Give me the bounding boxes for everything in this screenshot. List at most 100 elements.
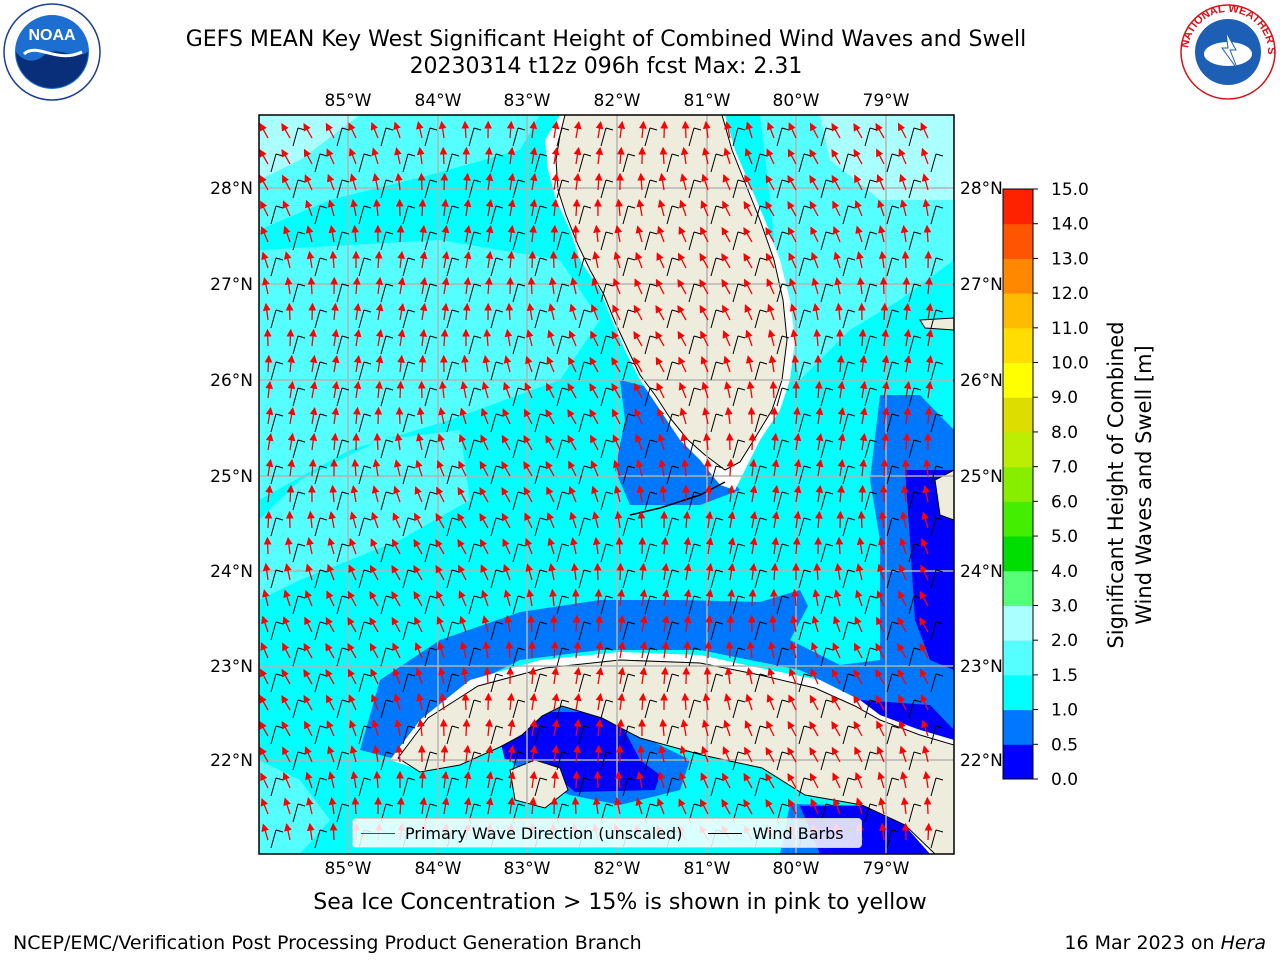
wave-direction-arrow — [897, 668, 907, 685]
wave-direction-arrow — [767, 667, 775, 685]
wave-direction-arrow — [549, 588, 557, 607]
nws-logo: NATIONAL WEATHER SERVICE — [1178, 2, 1277, 100]
wave-direction-arrow — [457, 538, 467, 555]
wave-direction-arrow — [612, 277, 621, 295]
wind-barb — [556, 335, 570, 355]
wave-direction-arrow — [348, 537, 357, 555]
wave-direction-arrow — [551, 172, 560, 191]
wave-direction-arrow — [700, 356, 709, 373]
wave-direction-arrow — [391, 564, 401, 581]
wind-barb — [776, 283, 790, 303]
wave-direction-arrow — [634, 408, 643, 425]
wave-direction-arrow — [633, 356, 643, 373]
wave-direction-arrow — [306, 250, 315, 269]
wave-direction-arrow — [348, 694, 357, 711]
wave-direction-arrow — [683, 562, 692, 581]
wind-barb — [886, 725, 900, 745]
wave-direction-arrow — [880, 458, 889, 477]
wave-direction-arrow — [919, 642, 929, 659]
wind-barb — [468, 751, 482, 771]
legend-item-wave: Primary Wave Direction (unscaled) — [361, 824, 682, 843]
wave-direction-arrow — [746, 640, 755, 659]
wind-barb — [732, 699, 746, 719]
wave-direction-arrow — [878, 510, 887, 529]
wave-direction-arrow — [463, 172, 471, 191]
wave-direction-arrow — [329, 250, 338, 269]
wave-direction-arrow — [727, 562, 736, 581]
wave-direction-arrow — [924, 822, 933, 841]
wave-direction-arrow — [263, 536, 272, 555]
legend-swatch-barb — [708, 832, 743, 834]
wave-direction-arrow — [611, 382, 621, 399]
lat-label: 28°N — [210, 179, 253, 199]
wind-barb — [754, 361, 768, 381]
wave-direction-arrow — [813, 328, 822, 347]
wave-direction-arrow — [438, 667, 446, 685]
wind-barb — [600, 699, 614, 719]
wave-direction-arrow — [501, 512, 511, 529]
wave-direction-arrow — [897, 122, 907, 139]
wave-direction-arrow — [611, 330, 621, 347]
wind-barb — [424, 439, 438, 459]
wave-direction-arrow — [394, 719, 402, 737]
wave-direction-arrow — [259, 149, 269, 165]
wave-direction-arrow — [283, 225, 291, 243]
map-legend: Primary Wave Direction (unscaled) Wind B… — [352, 818, 862, 848]
wind-barb — [292, 491, 306, 511]
wave-direction-arrow — [524, 512, 533, 529]
wave-direction-arrow — [701, 381, 709, 399]
wave-direction-arrow — [787, 720, 797, 737]
wind-barb — [578, 777, 592, 797]
wind-barb — [402, 621, 416, 641]
wind-barb — [380, 699, 394, 719]
wave-direction-arrow — [749, 458, 757, 477]
wave-direction-arrow — [700, 772, 709, 789]
wave-direction-arrow — [373, 432, 382, 451]
colorbar-tick-label: 6.0 — [1051, 492, 1078, 512]
wave-direction-arrow — [832, 225, 841, 243]
wind-barb — [864, 335, 878, 355]
wind-barb — [314, 205, 328, 225]
wind-barb — [644, 127, 658, 147]
colorbar-tick-label: 0.0 — [1051, 770, 1078, 790]
wind-barb — [534, 361, 548, 381]
wave-direction-arrow — [659, 484, 668, 503]
wave-direction-arrow — [414, 616, 423, 633]
wave-direction-arrow — [369, 616, 379, 633]
wind-barb — [864, 387, 878, 407]
wind-barb — [578, 725, 592, 745]
wave-direction-arrow — [590, 434, 599, 451]
wave-direction-arrow — [677, 305, 687, 321]
wind-barb — [402, 725, 416, 745]
wave-direction-arrow — [726, 458, 735, 477]
wave-direction-arrow — [457, 513, 467, 529]
wind-barb — [270, 361, 284, 381]
colorbar-tick-label: 3.0 — [1051, 596, 1078, 616]
wind-barb — [600, 647, 614, 667]
wave-direction-arrow — [458, 433, 467, 451]
wind-barb — [930, 569, 944, 589]
wave-direction-arrow — [528, 250, 537, 269]
wind-barb — [666, 777, 680, 797]
wave-direction-arrow — [811, 615, 820, 633]
colorbar-segment — [1003, 362, 1033, 398]
wave-direction-arrow — [809, 720, 819, 737]
wind-barb — [380, 751, 394, 771]
wind-barb — [864, 491, 878, 511]
legend-label-barb: Wind Barbs — [752, 823, 844, 843]
wave-direction-arrow — [924, 406, 933, 425]
lon-label: 80°W — [773, 859, 820, 879]
wave-direction-arrow — [768, 641, 776, 659]
wave-direction-arrow — [721, 226, 731, 243]
lat-label: 25°N — [210, 467, 253, 487]
wave-direction-arrow — [375, 380, 383, 399]
wave-direction-arrow — [920, 668, 929, 685]
wave-direction-arrow — [331, 406, 340, 425]
wave-direction-arrow — [723, 693, 732, 711]
wave-direction-arrow — [745, 693, 753, 711]
wind-barb — [358, 673, 372, 693]
wave-direction-arrow — [260, 772, 269, 789]
wind-barb — [468, 179, 482, 199]
wave-direction-arrow — [615, 770, 623, 789]
wave-direction-arrow — [879, 276, 888, 295]
